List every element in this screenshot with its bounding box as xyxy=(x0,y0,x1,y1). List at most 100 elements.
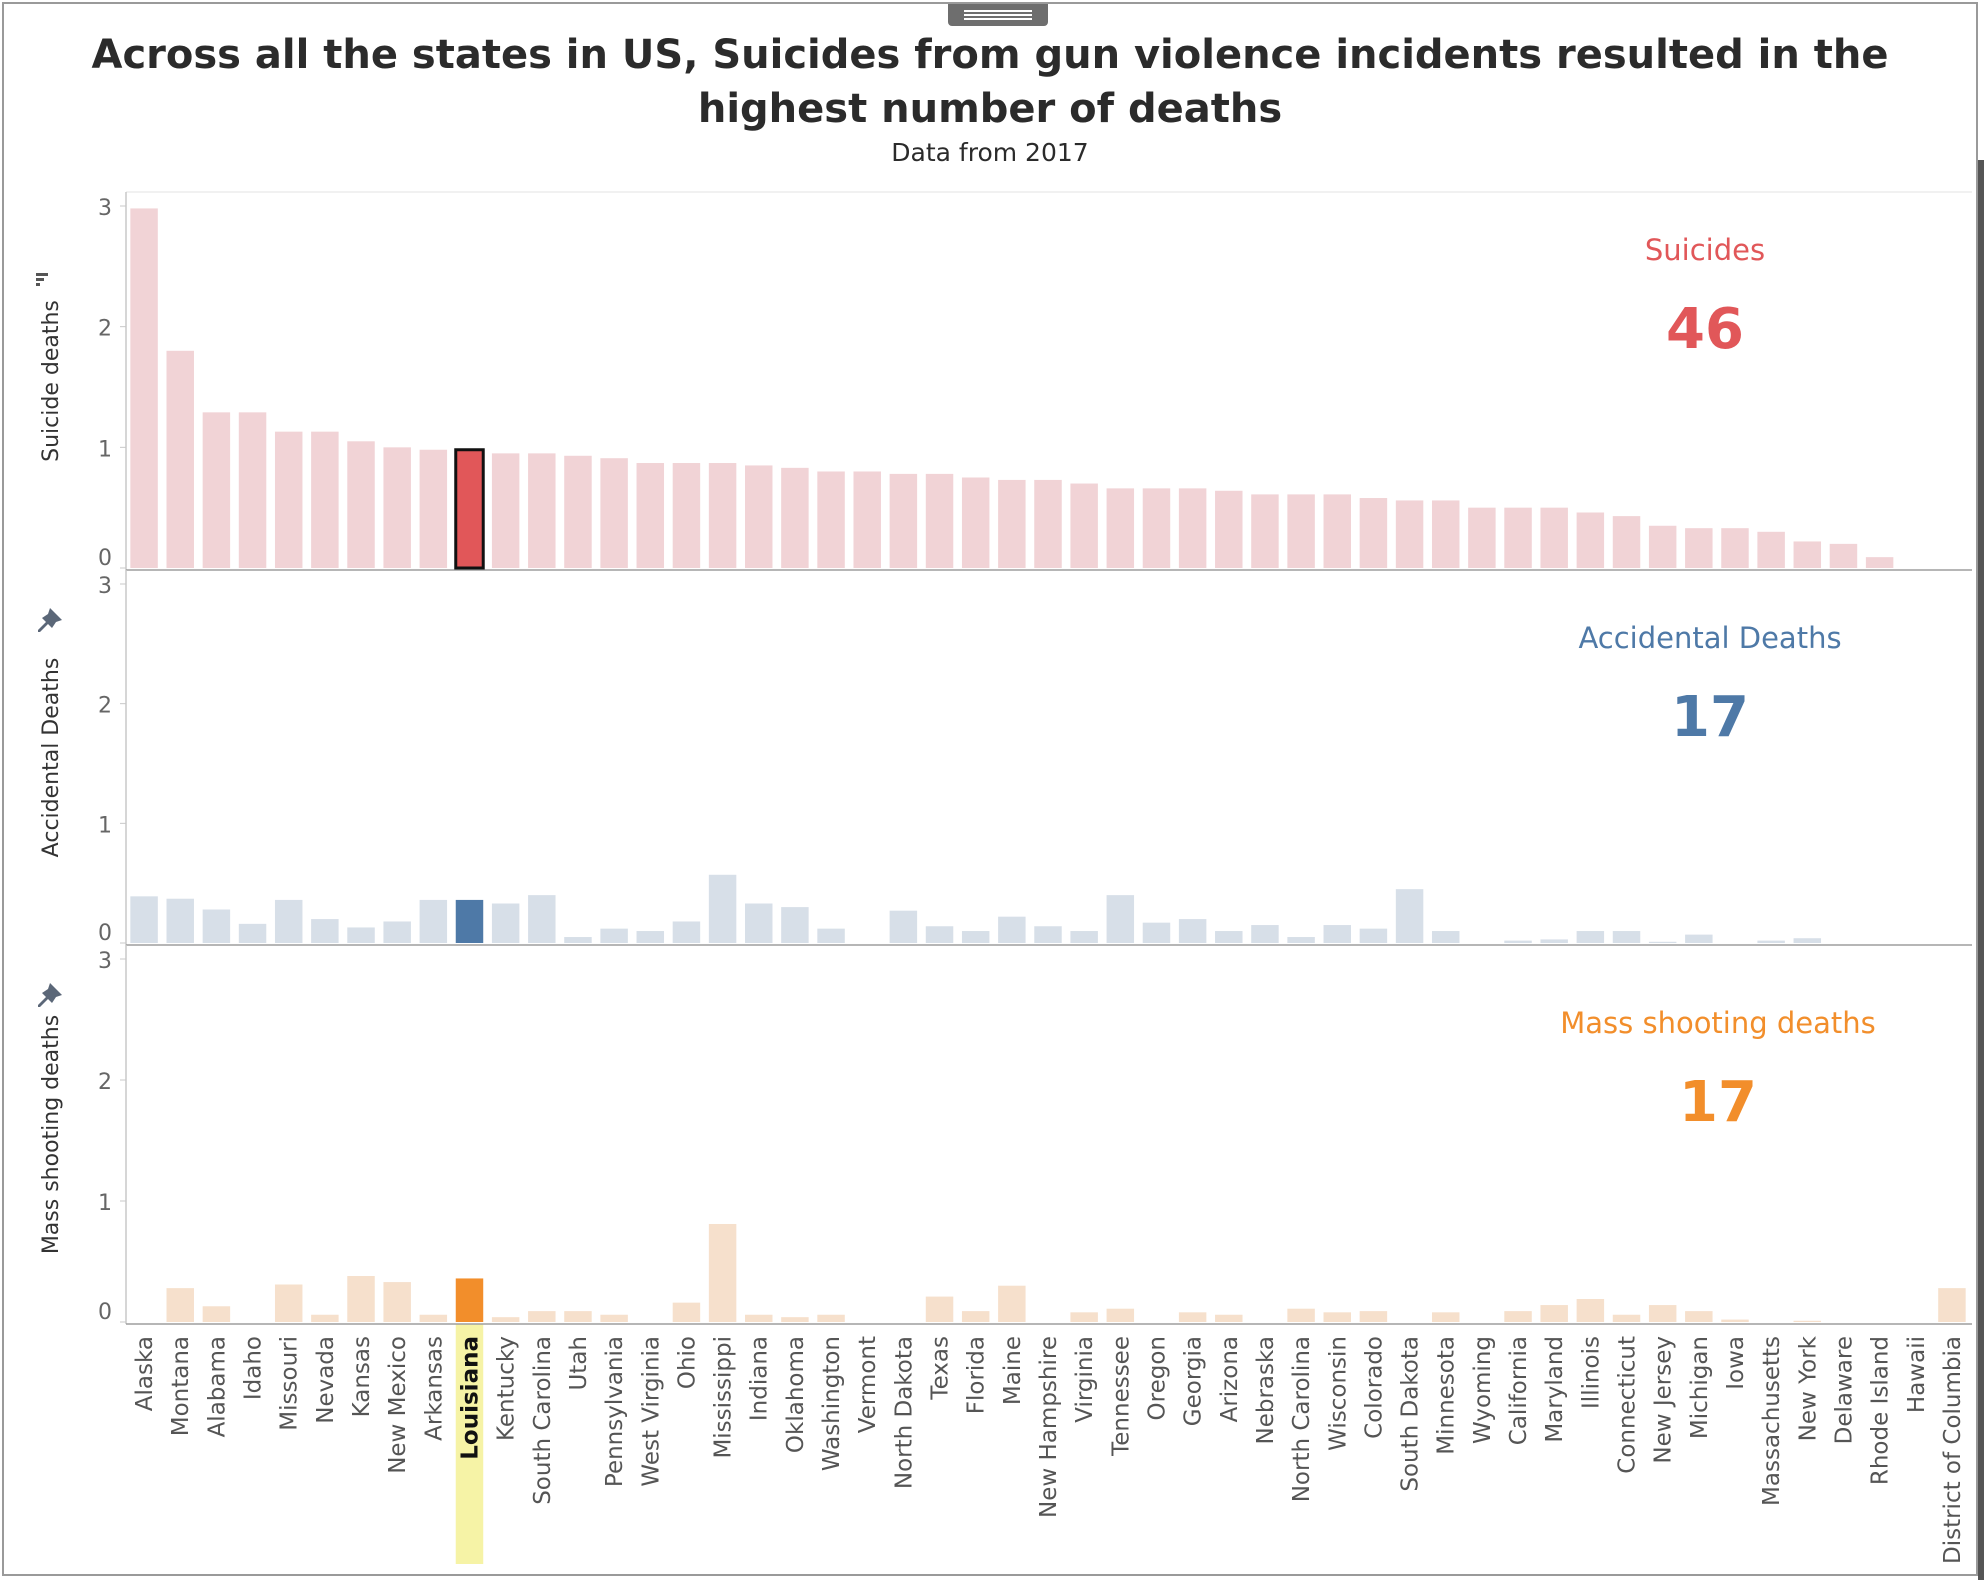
bar-new-mexico[interactable] xyxy=(383,921,411,943)
bar-tennessee[interactable] xyxy=(1106,1308,1135,1322)
bar-kentucky[interactable] xyxy=(491,1317,520,1322)
bar-kansas[interactable] xyxy=(347,441,375,568)
bar-iowa[interactable] xyxy=(1721,1319,1749,1322)
bar-nevada[interactable] xyxy=(311,919,339,943)
bar-virginia[interactable] xyxy=(1070,483,1098,568)
bar-west-virginia[interactable] xyxy=(636,463,665,568)
bar-new-york[interactable] xyxy=(1793,1320,1822,1322)
drag-handle-icon[interactable] xyxy=(948,4,1048,26)
bar-maine[interactable] xyxy=(998,479,1026,568)
bar-washington[interactable] xyxy=(817,928,845,943)
bar-colorado[interactable] xyxy=(1359,1311,1388,1322)
bar-alaska[interactable] xyxy=(130,208,158,568)
bar-pennsylvania[interactable] xyxy=(600,928,628,943)
bar-massachusetts[interactable] xyxy=(1757,940,1785,943)
bar-tennessee[interactable] xyxy=(1106,895,1135,943)
bar-connecticut[interactable] xyxy=(1612,1314,1641,1322)
bar-district-of-columbia[interactable] xyxy=(1938,1288,1966,1322)
bar-arizona[interactable] xyxy=(1215,1314,1243,1322)
bar-idaho[interactable] xyxy=(238,923,267,943)
bar-mississippi[interactable] xyxy=(708,1223,737,1322)
bar-colorado[interactable] xyxy=(1359,928,1388,943)
sort-descending-icon[interactable] xyxy=(36,273,48,286)
bar-west-virginia[interactable] xyxy=(636,931,665,943)
bar-mississippi[interactable] xyxy=(708,874,737,943)
bar-california[interactable] xyxy=(1504,507,1532,568)
bar-nebraska[interactable] xyxy=(1251,925,1279,943)
bar-michigan[interactable] xyxy=(1685,528,1713,568)
bar-new-jersey[interactable] xyxy=(1648,1305,1677,1322)
bar-iowa[interactable] xyxy=(1721,528,1749,568)
bar-louisiana[interactable] xyxy=(454,448,485,570)
bar-texas[interactable] xyxy=(925,1296,954,1322)
bar-montana[interactable] xyxy=(166,1288,194,1322)
bar-alaska[interactable] xyxy=(130,896,158,943)
bar-utah[interactable] xyxy=(564,455,592,568)
bar-oregon[interactable] xyxy=(1142,488,1171,568)
bar-florida[interactable] xyxy=(961,931,990,943)
bar-connecticut[interactable] xyxy=(1612,931,1641,943)
bar-virginia[interactable] xyxy=(1070,931,1098,943)
pin-icon[interactable] xyxy=(38,983,62,1007)
bar-nevada[interactable] xyxy=(311,1314,339,1322)
bar-georgia[interactable] xyxy=(1178,919,1207,943)
bar-south-carolina[interactable] xyxy=(528,895,556,943)
bar-texas[interactable] xyxy=(925,926,954,943)
bar-minnesota[interactable] xyxy=(1431,931,1460,943)
bar-utah[interactable] xyxy=(564,1311,592,1322)
bar-new-york[interactable] xyxy=(1793,938,1822,943)
bar-nevada[interactable] xyxy=(311,431,339,568)
bar-arkansas[interactable] xyxy=(419,899,448,943)
bar-arkansas[interactable] xyxy=(419,1314,448,1322)
bar-new-mexico[interactable] xyxy=(383,447,411,568)
bar-massachusetts[interactable] xyxy=(1757,531,1785,568)
bar-arkansas[interactable] xyxy=(419,449,448,568)
bar-missouri[interactable] xyxy=(274,431,303,568)
bar-kansas[interactable] xyxy=(347,1276,375,1322)
bar-north-dakota[interactable] xyxy=(889,473,918,568)
bar-maryland[interactable] xyxy=(1540,1305,1568,1322)
bar-new-york[interactable] xyxy=(1793,541,1822,568)
bar-south-dakota[interactable] xyxy=(1395,500,1424,568)
bar-maine[interactable] xyxy=(998,1285,1026,1322)
bar-oregon[interactable] xyxy=(1142,922,1171,943)
bar-florida[interactable] xyxy=(961,1311,990,1322)
bar-south-carolina[interactable] xyxy=(528,453,556,568)
bar-indiana[interactable] xyxy=(745,903,773,943)
bar-maine[interactable] xyxy=(998,916,1026,943)
bar-michigan[interactable] xyxy=(1685,1311,1713,1322)
bar-missouri[interactable] xyxy=(274,899,303,943)
bar-oklahoma[interactable] xyxy=(781,907,809,943)
bar-wisconsin[interactable] xyxy=(1323,494,1351,568)
bar-north-dakota[interactable] xyxy=(889,910,918,943)
bar-minnesota[interactable] xyxy=(1431,1312,1460,1322)
bar-new-jersey[interactable] xyxy=(1648,941,1677,943)
bar-idaho[interactable] xyxy=(238,412,267,568)
bar-wyoming[interactable] xyxy=(1468,507,1496,568)
bar-washington[interactable] xyxy=(817,1314,845,1322)
bar-north-carolina[interactable] xyxy=(1287,1308,1315,1322)
bar-wisconsin[interactable] xyxy=(1323,925,1351,943)
bar-rhode-island[interactable] xyxy=(1865,557,1894,568)
bar-ohio[interactable] xyxy=(672,463,701,568)
bar-delaware[interactable] xyxy=(1829,543,1858,568)
pin-icon[interactable] xyxy=(38,608,62,632)
bar-indiana[interactable] xyxy=(745,465,773,568)
bar-louisiana[interactable] xyxy=(455,899,484,943)
bar-louisiana[interactable] xyxy=(455,1278,484,1322)
bar-north-carolina[interactable] xyxy=(1287,494,1315,568)
bar-montana[interactable] xyxy=(166,350,194,568)
bar-oklahoma[interactable] xyxy=(781,467,809,568)
bar-california[interactable] xyxy=(1504,1311,1532,1322)
bar-new-hampshire[interactable] xyxy=(1034,926,1062,943)
bar-texas[interactable] xyxy=(925,473,954,568)
bar-tennessee[interactable] xyxy=(1106,488,1135,568)
bar-alabama[interactable] xyxy=(202,412,231,568)
bar-new-jersey[interactable] xyxy=(1648,525,1677,568)
bar-maryland[interactable] xyxy=(1540,939,1568,943)
bar-georgia[interactable] xyxy=(1178,1312,1207,1322)
bar-maryland[interactable] xyxy=(1540,507,1568,568)
bar-utah[interactable] xyxy=(564,937,592,943)
bar-south-carolina[interactable] xyxy=(528,1311,556,1322)
bar-washington[interactable] xyxy=(817,471,845,568)
